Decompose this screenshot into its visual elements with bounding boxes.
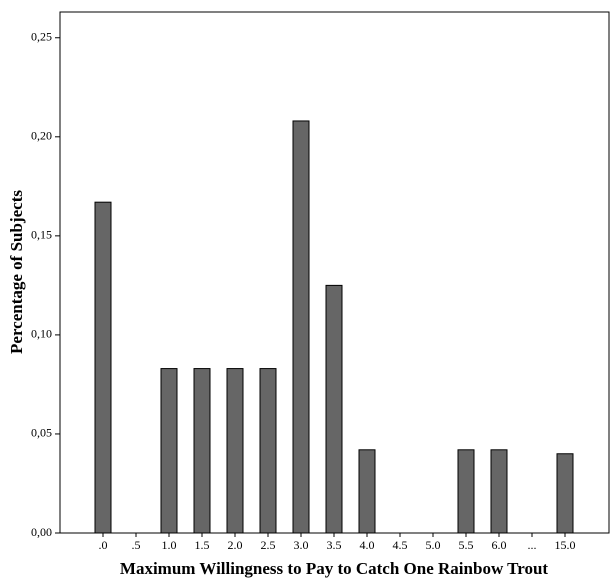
x-tick-label: 3.5: [327, 538, 342, 552]
bar: [292, 120, 310, 534]
bar: [490, 449, 508, 534]
bar: [325, 284, 343, 534]
x-tick-label: 4.5: [393, 538, 408, 552]
bar: [94, 201, 112, 534]
x-tick-label: 5.5: [459, 538, 474, 552]
x-tick-label: 6.0: [492, 538, 507, 552]
bar: [556, 453, 574, 534]
y-tick-label: 0,20: [31, 129, 52, 143]
x-tick-label: 1.5: [195, 538, 210, 552]
x-tick-label: .5: [132, 538, 141, 552]
x-tick-label: ...: [528, 538, 537, 552]
bar: [358, 449, 376, 534]
x-tick-label: 1.0: [162, 538, 177, 552]
x-tick-label: 5.0: [426, 538, 441, 552]
bar: [193, 368, 211, 534]
y-axis-title: Percentage of Subjects: [7, 190, 26, 354]
y-tick-label: 0,05: [31, 426, 52, 440]
bar: [457, 449, 475, 534]
x-tick-label: 15.0: [555, 538, 576, 552]
y-tick-label: 0,10: [31, 327, 52, 341]
x-tick-label: 4.0: [360, 538, 375, 552]
x-tick-label: 3.0: [294, 538, 309, 552]
bar: [226, 368, 244, 534]
y-tick-label: 0,25: [31, 30, 52, 44]
y-tick-label: 0,00: [31, 525, 52, 539]
bar: [259, 368, 277, 534]
x-axis-title: Maximum Willingness to Pay to Catch One …: [120, 559, 549, 578]
y-tick-label: 0,15: [31, 228, 52, 242]
x-tick-label: 2.5: [261, 538, 276, 552]
bar: [160, 368, 178, 534]
x-tick-label: .0: [99, 538, 108, 552]
x-tick-label: 2.0: [228, 538, 243, 552]
